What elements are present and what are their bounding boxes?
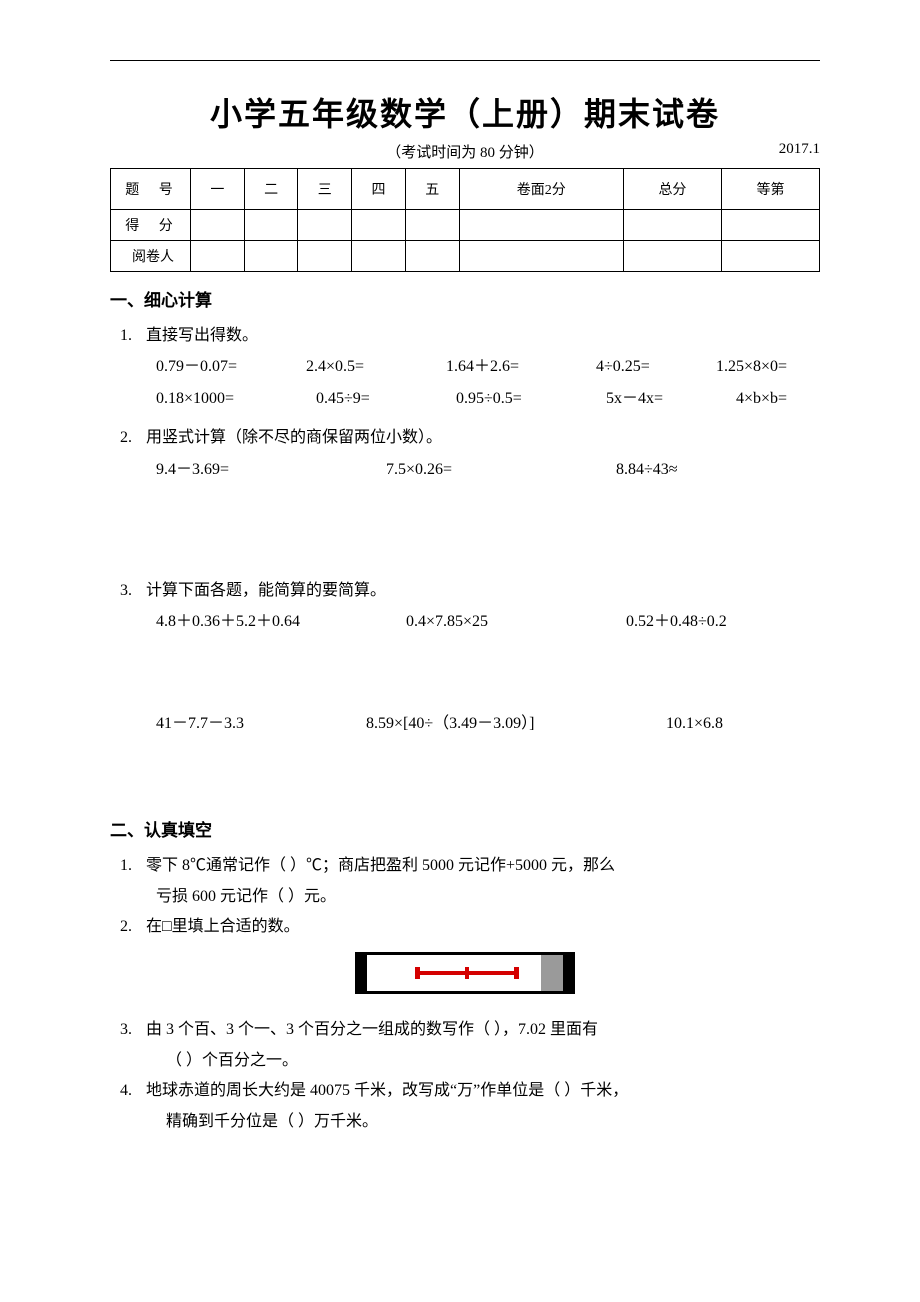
score-table: 题 号 一 二 三 四 五 卷面2分 总分 等第 得 分 阅卷人 <box>110 168 820 272</box>
expr: 4×b×b= <box>736 383 787 415</box>
exam-page: 小学五年级数学（上册）期末试卷 （考试时间为 80 分钟） 2017.1 题 号… <box>0 0 920 1302</box>
header-label: 题 号 <box>111 169 191 210</box>
col-4: 四 <box>352 169 406 210</box>
fig-red-cap <box>514 967 519 979</box>
score-label: 得 分 <box>111 210 191 241</box>
s2-q4-line1: 地球赤道的周长大约是 40075 千米，改写成“万”作单位是（ ）千米， <box>146 1082 628 1099</box>
expr: 0.18×1000= <box>156 383 316 415</box>
workspace-gap <box>110 638 820 708</box>
exam-duration: （考试时间为 80 分钟） <box>386 145 544 161</box>
col-7: 总分 <box>623 169 721 210</box>
col-3: 三 <box>298 169 352 210</box>
fig-red-cap <box>415 967 420 979</box>
cell <box>459 241 623 272</box>
subtitle-row: （考试时间为 80 分钟） 2017.1 <box>110 141 820 162</box>
section-2-head: 二、认真填空 <box>110 816 820 841</box>
cell <box>352 210 406 241</box>
s2-q3-line1: 由 3 个百、3 个一、3 个百分之一组成的数写作（ ），7.02 里面有 <box>146 1021 598 1038</box>
expr: 10.1×6.8 <box>666 708 723 740</box>
workspace-gap <box>110 486 820 576</box>
q1: 1.直接写出得数。 <box>120 321 820 351</box>
fig-right-block <box>563 955 575 991</box>
cell <box>405 210 459 241</box>
expr: 9.4－3.69= <box>156 454 386 486</box>
q1-row-b: 0.18×1000= 0.45÷9= 0.95÷0.5= 5x－4x= 4×b×… <box>156 383 820 415</box>
s2-q3: 3.由 3 个百、3 个一、3 个百分之一组成的数写作（ ），7.02 里面有 <box>120 1015 820 1045</box>
expr: 0.45÷9= <box>316 383 456 415</box>
cell <box>298 241 352 272</box>
cell <box>191 241 245 272</box>
q1-num: 1. <box>120 321 146 351</box>
cell <box>244 210 298 241</box>
figure-wrap <box>110 952 820 999</box>
q3-num: 3. <box>120 576 146 606</box>
cell <box>352 241 406 272</box>
q2-text: 用竖式计算（除不尽的商保留两位小数）。 <box>146 429 442 446</box>
cell <box>298 210 352 241</box>
number-line-figure <box>355 952 575 994</box>
expr: 41－7.7－3.3 <box>156 708 366 740</box>
col-8: 等第 <box>721 169 819 210</box>
s2-q4-num: 4. <box>120 1076 146 1106</box>
q3: 3.计算下面各题，能简算的要简算。 <box>120 576 820 606</box>
table-row: 阅卷人 <box>111 241 820 272</box>
fig-left-block <box>355 955 367 991</box>
s2-q4: 4.地球赤道的周长大约是 40075 千米，改写成“万”作单位是（ ）千米， <box>120 1076 820 1106</box>
q1-row-a: 0.79－0.07= 2.4×0.5= 1.64＋2.6= 4÷0.25= 1.… <box>156 351 820 383</box>
q3-row-b: 41－7.7－3.3 8.59×[40÷（3.49－3.09）] 10.1×6.… <box>156 708 820 740</box>
fig-red-marker <box>417 967 517 979</box>
s2-q1: 1.零下 8℃通常记作（ ）℃；商店把盈利 5000 元记作+5000 元，那么 <box>120 851 820 881</box>
expr: 0.95÷0.5= <box>456 383 606 415</box>
cell <box>623 210 721 241</box>
cell <box>191 210 245 241</box>
expr: 8.84÷43≈ <box>616 454 678 486</box>
s2-q1-num: 1. <box>120 851 146 881</box>
col-2: 二 <box>244 169 298 210</box>
q3-text: 计算下面各题，能简算的要简算。 <box>146 582 386 599</box>
expr: 4.8＋0.36＋5.2＋0.64 <box>156 606 406 638</box>
fig-grey-block <box>541 955 563 991</box>
s2-q2-num: 2. <box>120 912 146 942</box>
top-rule <box>110 60 820 61</box>
section-1-head: 一、细心计算 <box>110 286 820 311</box>
table-row: 得 分 <box>111 210 820 241</box>
expr: 0.52＋0.48÷0.2 <box>626 606 727 638</box>
expr: 1.64＋2.6= <box>446 351 596 383</box>
exam-date: 2017.1 <box>779 141 820 158</box>
q2-row: 9.4－3.69= 7.5×0.26= 8.84÷43≈ <box>156 454 820 486</box>
fig-red-cap <box>465 967 469 979</box>
cell <box>623 241 721 272</box>
expr: 2.4×0.5= <box>306 351 446 383</box>
page-title: 小学五年级数学（上册）期末试卷 <box>110 89 820 135</box>
cell <box>459 210 623 241</box>
workspace-gap <box>110 740 820 810</box>
expr: 0.79－0.07= <box>156 351 306 383</box>
s2-q3-line2: （ ）个百分之一。 <box>166 1046 820 1076</box>
q3-row-a: 4.8＋0.36＋5.2＋0.64 0.4×7.85×25 0.52＋0.48÷… <box>156 606 820 638</box>
col-6: 卷面2分 <box>459 169 623 210</box>
expr: 0.4×7.85×25 <box>406 606 626 638</box>
cell <box>721 210 819 241</box>
s2-q2-text: 在□里填上合适的数。 <box>146 918 300 935</box>
s2-q3-num: 3. <box>120 1015 146 1045</box>
cell <box>721 241 819 272</box>
expr: 5x－4x= <box>606 383 736 415</box>
expr: 7.5×0.26= <box>386 454 616 486</box>
s2-q4-line2: 精确到千分位是（ ）万千米。 <box>166 1107 820 1137</box>
table-row: 题 号 一 二 三 四 五 卷面2分 总分 等第 <box>111 169 820 210</box>
q1-text: 直接写出得数。 <box>146 327 258 344</box>
s2-q2: 2.在□里填上合适的数。 <box>120 912 820 942</box>
expr: 1.25×8×0= <box>716 351 787 383</box>
cell <box>244 241 298 272</box>
col-5: 五 <box>405 169 459 210</box>
q2-num: 2. <box>120 423 146 453</box>
q2: 2.用竖式计算（除不尽的商保留两位小数）。 <box>120 423 820 453</box>
cell <box>405 241 459 272</box>
s2-q1-line2: 亏损 600 元记作（ ）元。 <box>156 882 820 912</box>
expr: 8.59×[40÷（3.49－3.09）] <box>366 708 666 740</box>
expr: 4÷0.25= <box>596 351 716 383</box>
col-1: 一 <box>191 169 245 210</box>
grader-label: 阅卷人 <box>111 241 191 272</box>
s2-q1-line1: 零下 8℃通常记作（ ）℃；商店把盈利 5000 元记作+5000 元，那么 <box>146 857 615 874</box>
